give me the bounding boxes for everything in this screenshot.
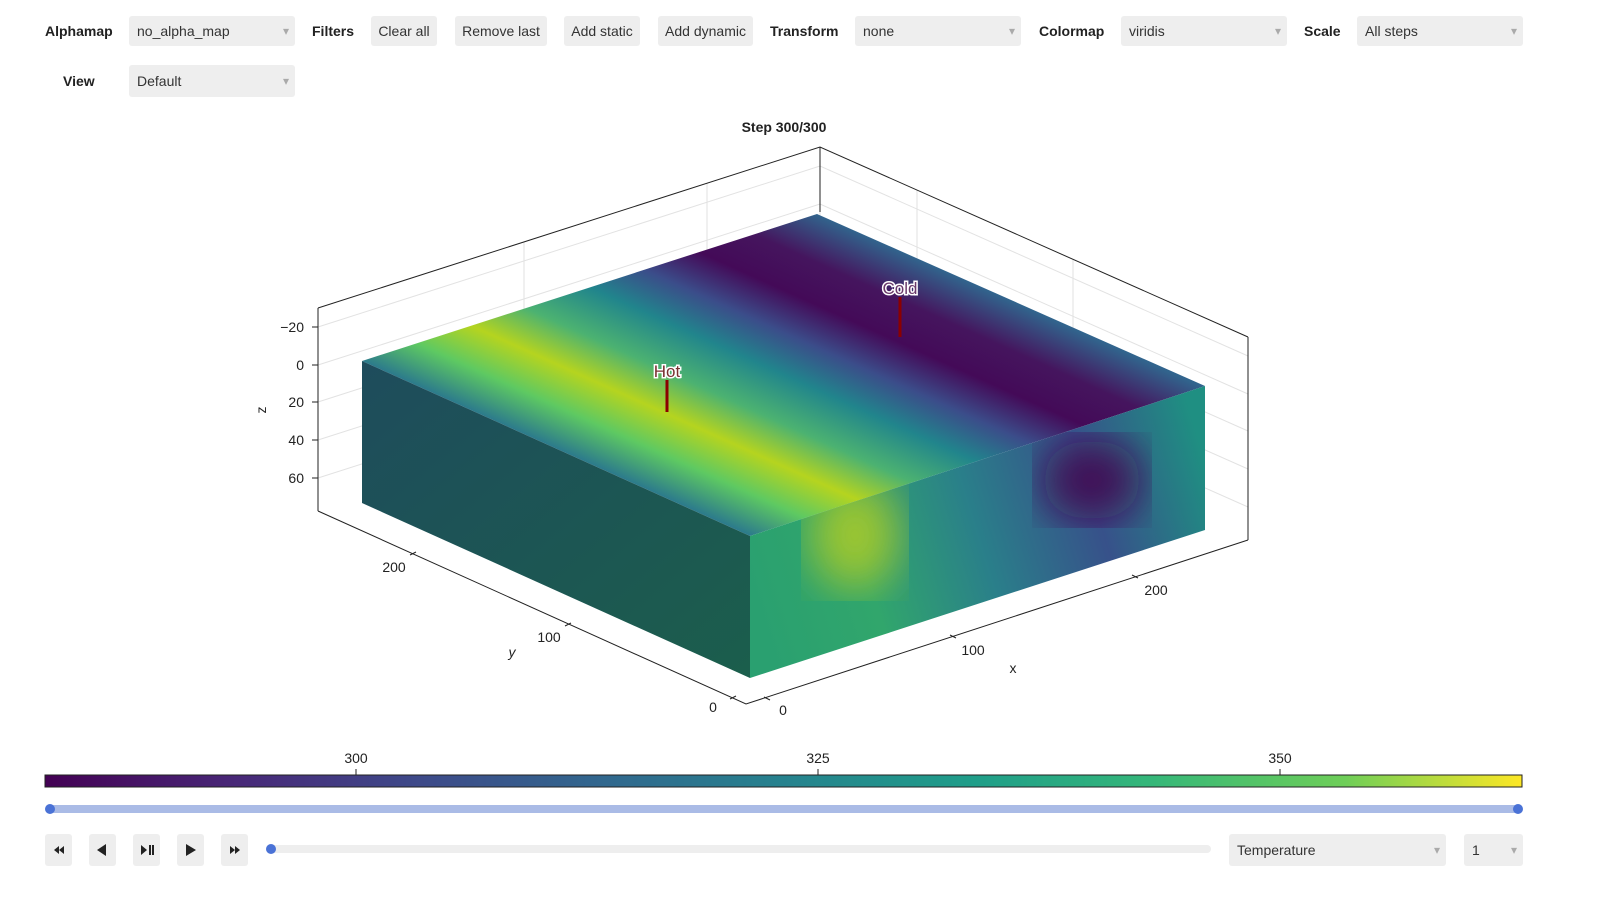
plot-title: Step 300/300 (742, 119, 827, 135)
scale-select[interactable]: All steps (1357, 16, 1523, 46)
y-tick (729, 695, 737, 700)
y-tick (564, 622, 572, 627)
colorbar (44, 774, 1523, 788)
y-tick (409, 551, 417, 556)
colormap-select[interactable]: viridis (1121, 16, 1287, 46)
colorbar-tick-label: 350 (1268, 750, 1292, 766)
z-tick-label: 60 (288, 470, 304, 486)
x-tick-label: 0 (779, 702, 787, 718)
view-select[interactable]: Default (129, 65, 295, 97)
range-slider-track[interactable] (50, 805, 1518, 813)
step-slider[interactable] (266, 845, 1211, 853)
x-axis-label: x (1010, 660, 1017, 676)
x-tick (949, 634, 957, 639)
player-buttons (45, 834, 248, 866)
hot-label: Hot (654, 362, 681, 381)
cold-label: Cold (883, 279, 918, 298)
x-tick-label: 200 (1144, 582, 1168, 598)
field-select[interactable]: Temperature (1229, 834, 1446, 866)
y-tick-label: 100 (537, 629, 561, 645)
z-tick-label: 0 (296, 357, 304, 373)
x-tick (763, 696, 771, 701)
colorbar-tick-label: 325 (806, 750, 830, 766)
step-handle[interactable] (266, 844, 276, 854)
add-static-button[interactable]: Add static (564, 16, 640, 46)
colorbar-tick-label: 300 (344, 750, 368, 766)
z-tick-label: 20 (288, 394, 304, 410)
range-handle-start[interactable] (45, 804, 55, 814)
transform-label: Transform (770, 23, 839, 39)
clear-all-button[interactable]: Clear all (371, 16, 437, 46)
y-axis-label: y (508, 644, 517, 660)
tick-marks (312, 326, 1281, 775)
filters-label: Filters (312, 23, 355, 39)
alphamap-label: Alphamap (45, 23, 113, 39)
z-tick-label: 40 (288, 432, 304, 448)
colormap-label: Colormap (1039, 23, 1105, 39)
transform-select[interactable]: none (855, 16, 1021, 46)
y-tick-label: 200 (382, 559, 406, 575)
block-left (362, 361, 750, 678)
z-tick-label: −20 (280, 319, 304, 335)
view-label: View (63, 73, 95, 89)
alphamap-select[interactable]: no_alpha_map (129, 16, 295, 46)
x-tick (1131, 574, 1139, 579)
index-select[interactable]: 1 (1464, 834, 1523, 866)
axis-frame (317, 146, 1249, 705)
remove-last-button[interactable]: Remove last (455, 16, 547, 46)
y-tick-label: 0 (709, 699, 717, 715)
z-axis-label: z (253, 407, 269, 414)
x-tick-label: 100 (961, 642, 985, 658)
range-handle-end[interactable] (1513, 804, 1523, 814)
add-dynamic-button[interactable]: Add dynamic (658, 16, 753, 46)
scale-label: Scale (1304, 23, 1341, 39)
block-top (362, 214, 1205, 536)
